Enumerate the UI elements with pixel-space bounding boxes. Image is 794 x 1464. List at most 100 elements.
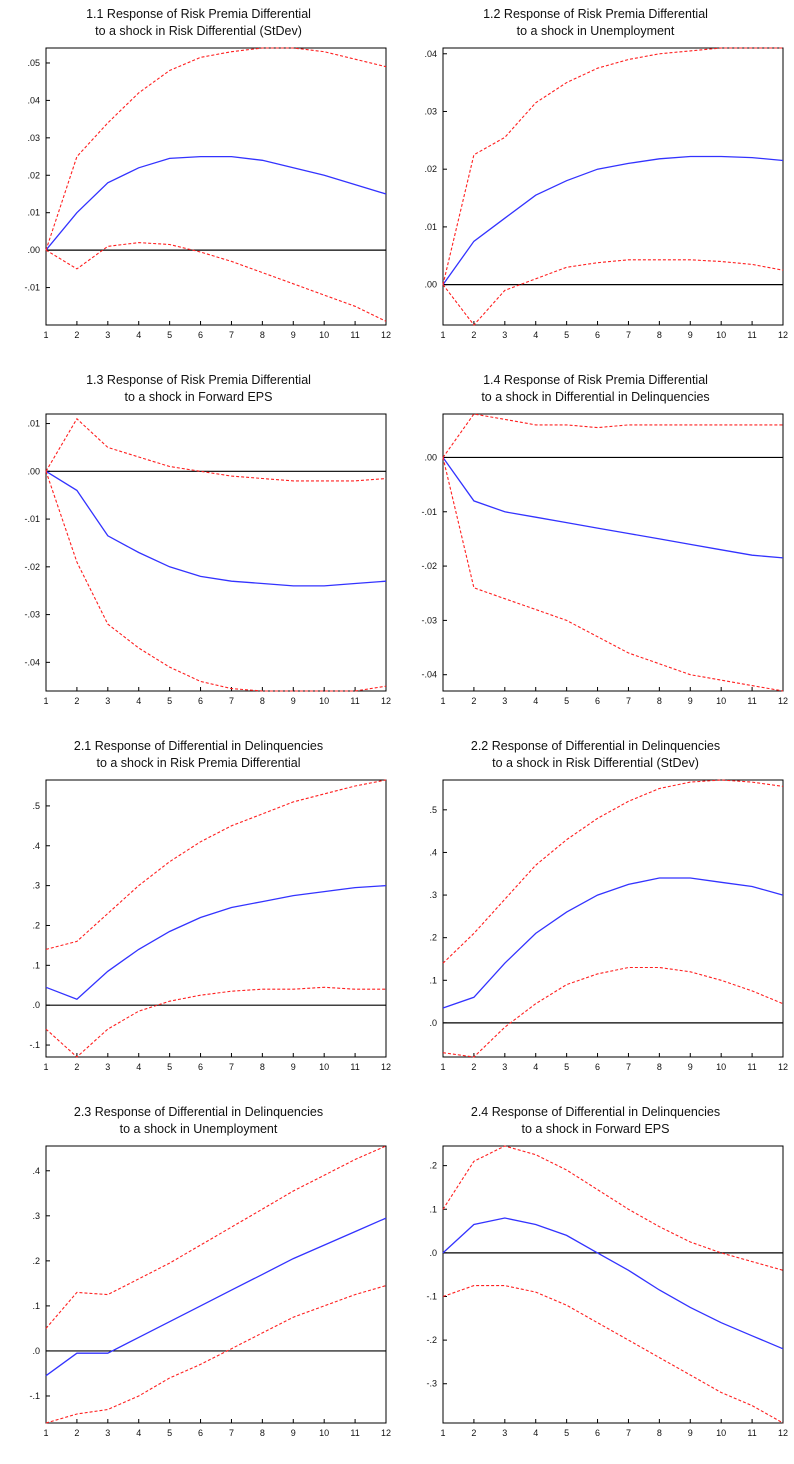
irf-panel: 1.4 Response of Risk Premia Differential… [397, 366, 794, 732]
x-tick-label: 10 [716, 1428, 726, 1438]
impulse-response-line [45, 155, 387, 251]
x-tick-label: 11 [350, 330, 359, 340]
y-tick-label: .00 [27, 466, 40, 476]
y-tick-label: .3 [32, 1211, 40, 1221]
x-tick-label: 6 [595, 1062, 600, 1072]
panel-title: 2.1 Response of Differential in Delinque… [0, 738, 397, 772]
panel-title-line: to a shock in Differential in Delinquenc… [481, 390, 710, 404]
x-tick-label: 9 [688, 696, 693, 706]
y-tick-label: -.04 [421, 670, 437, 680]
x-tick-label: 4 [136, 1428, 141, 1438]
x-tick-label: 10 [716, 330, 726, 340]
x-tick-label: 12 [778, 1062, 788, 1072]
x-tick-label: 7 [229, 696, 234, 706]
panel-title-line: 2.3 Response of Differential in Delinque… [73, 1105, 324, 1119]
panel-title: 1.1 Response of Risk Premia Differential… [0, 6, 397, 40]
panel-title-line: 2.1 Response of Differential in Delinque… [73, 739, 324, 753]
lower-band-line [442, 457, 784, 692]
x-tick-label: 11 [747, 1428, 756, 1438]
irf-chart: -.04-.03-.02-.01.00.011 2 3 4 5 6 7 8 9 10 11 12 [24, 413, 391, 706]
x-tick-label: 5 [167, 1428, 172, 1438]
y-tick-label: .01 [27, 208, 40, 218]
lower-band-line [442, 966, 784, 1058]
x-tick-label: 3 [105, 1428, 110, 1438]
x-tick-label: 8 [657, 696, 662, 706]
x-tick-label: 1 [43, 330, 48, 340]
x-tick-label: 4 [533, 330, 538, 340]
x-tick-label: 11 [747, 696, 756, 706]
x-tick-label: 5 [167, 696, 172, 706]
y-tick-label: .3 [32, 881, 40, 891]
y-tick-label: -.03 [421, 615, 437, 625]
impulse-response-line [442, 1217, 784, 1350]
x-tick-label: 10 [716, 1062, 726, 1072]
irf-chart: -.1.0.1.2.3.4.51 2 3 4 5 6 7 8 9 10 11 12 [29, 779, 391, 1072]
x-tick-label: 7 [229, 1428, 234, 1438]
x-tick-label: 4 [533, 1062, 538, 1072]
impulse-response-line [45, 884, 387, 1000]
upper-band-line [442, 413, 783, 458]
plot-frame [45, 413, 387, 692]
x-tick-label: 1 [43, 696, 48, 706]
irf-chart: -.3-.2-.1.0.1.21 2 3 4 5 6 7 8 9 10 11 12 [426, 1145, 788, 1438]
y-tick-label: .05 [27, 58, 40, 68]
x-tick-label: 7 [229, 330, 234, 340]
x-tick-label: 11 [350, 696, 359, 706]
lower-band-line [45, 471, 387, 692]
plot-frame [45, 1145, 387, 1424]
x-tick-label: 2 [74, 696, 79, 706]
y-tick-label: -.3 [426, 1379, 437, 1389]
plot-frame [442, 1145, 784, 1424]
x-tick-label: 10 [319, 696, 329, 706]
y-tick-label: .1 [429, 1204, 437, 1214]
y-tick-label: -.2 [426, 1335, 437, 1345]
x-tick-label: 9 [291, 696, 296, 706]
x-tick-label: 5 [167, 330, 172, 340]
y-tick-label: .00 [424, 280, 437, 290]
panel-title: 1.2 Response of Risk Premia Differential… [397, 6, 794, 40]
y-tick-label: .02 [424, 164, 437, 174]
panel-title-line: 2.4 Response of Differential in Delinque… [470, 1105, 721, 1119]
panel-title-line: 2.2 Response of Differential in Delinque… [470, 739, 721, 753]
x-tick-label: 8 [657, 330, 662, 340]
y-tick-label: -.01 [24, 514, 40, 524]
impulse-response-line [45, 1217, 387, 1377]
x-tick-label: 4 [136, 1062, 141, 1072]
upper-band-line [45, 779, 387, 950]
x-tick-label: 4 [533, 696, 538, 706]
panel-title-line: to a shock in Risk Premia Differential [96, 756, 301, 770]
y-tick-label: .03 [27, 133, 40, 143]
x-tick-label: 8 [260, 1062, 265, 1072]
y-tick-label: .01 [424, 222, 437, 232]
upper-band-line [442, 779, 784, 964]
x-tick-label: 7 [229, 1062, 234, 1072]
x-tick-label: 12 [381, 1428, 391, 1438]
x-tick-label: 5 [564, 1062, 569, 1072]
y-tick-label: .5 [429, 805, 437, 815]
y-tick-label: -.1 [29, 1391, 40, 1401]
plot-frame [442, 47, 784, 326]
panel-title: 2.4 Response of Differential in Delinque… [397, 1104, 794, 1138]
x-tick-label: 7 [626, 1062, 631, 1072]
upper-band-line [45, 1145, 387, 1329]
x-tick-label: 7 [626, 330, 631, 340]
x-tick-label: 1 [43, 1428, 48, 1438]
y-tick-label: .2 [32, 1256, 40, 1266]
impulse-response-line [442, 155, 784, 285]
x-tick-label: 5 [564, 696, 569, 706]
y-tick-label: .04 [424, 49, 437, 59]
x-tick-label: 8 [260, 1428, 265, 1438]
x-tick-label: 12 [778, 696, 788, 706]
y-tick-label: -.04 [24, 657, 40, 667]
y-tick-label: .1 [32, 960, 40, 970]
panel-title-line: to a shock in Risk Differential (StDev) [95, 24, 302, 38]
irf-chart: .0.1.2.3.4.51 2 3 4 5 6 7 8 9 10 11 12 [429, 779, 788, 1072]
x-tick-label: 12 [778, 330, 788, 340]
x-tick-label: 6 [198, 696, 203, 706]
impulse-response-line [45, 470, 387, 587]
irf-chart: -.1.0.1.2.3.41 2 3 4 5 6 7 8 9 10 11 12 [29, 1145, 391, 1438]
lower-band-line [45, 1285, 387, 1424]
x-tick-label: 3 [105, 696, 110, 706]
panel-title: 2.2 Response of Differential in Delinque… [397, 738, 794, 772]
y-tick-label: .00 [424, 452, 437, 462]
